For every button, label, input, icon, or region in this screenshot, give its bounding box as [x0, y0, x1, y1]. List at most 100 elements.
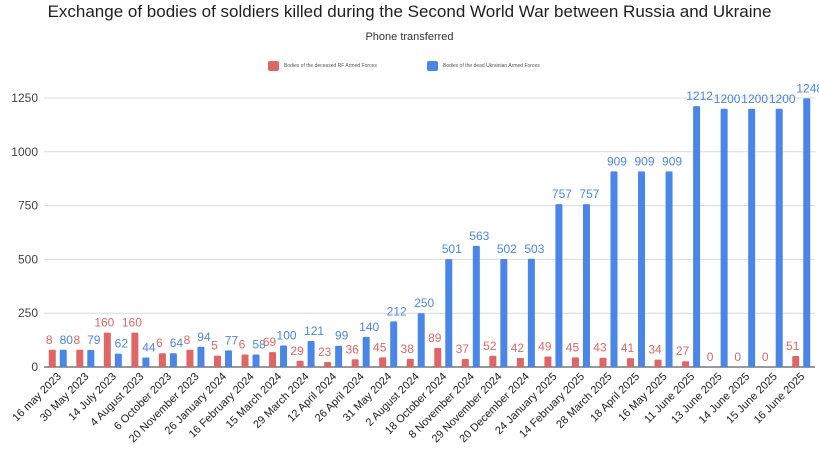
data-label-rf: 160 [94, 316, 114, 330]
bar-rf [76, 349, 84, 367]
bar-rf [379, 357, 387, 367]
bar-ua [665, 171, 673, 367]
bar-rf [131, 332, 139, 367]
data-label-rf: 52 [483, 339, 497, 353]
bar-ua [142, 357, 150, 367]
bar-rf [241, 354, 249, 367]
bar-rf [544, 356, 552, 367]
data-label-ua: 77 [225, 333, 239, 347]
chart-title: Exchange of bodies of soldiers killed du… [47, 2, 772, 21]
bar-ua [224, 350, 232, 367]
bar-ua [169, 353, 177, 367]
bar-ua [59, 349, 67, 367]
y-tick-label: 750 [18, 199, 38, 213]
bar-ua [417, 313, 425, 367]
data-label-ua: 140 [359, 320, 379, 334]
y-tick-label: 1250 [11, 91, 38, 105]
bar-rf [324, 362, 332, 367]
bar-ua [307, 340, 315, 367]
data-label-ua: 62 [115, 337, 129, 351]
data-label-ua: 909 [635, 154, 655, 168]
data-label-rf: 6 [239, 338, 246, 352]
data-label-rf: 42 [511, 341, 525, 355]
legend-swatch-rf [268, 61, 279, 71]
data-label-rf: 43 [593, 341, 607, 355]
bar-rf [158, 353, 166, 367]
bar-ua [87, 349, 95, 367]
bar-ua [803, 98, 811, 368]
data-label-rf: 0 [707, 350, 714, 364]
bar-ua [720, 108, 728, 367]
data-label-ua: 563 [469, 229, 489, 243]
data-label-ua: 501 [442, 242, 462, 256]
bar-rf [516, 357, 524, 367]
bar-ua [280, 345, 288, 367]
bar-ua [638, 171, 646, 367]
legend-label-ua: Bodies of the dead Ukrainian Armed Force… [443, 63, 540, 69]
bar-rf [571, 357, 579, 367]
data-label-ua: 909 [662, 154, 682, 168]
data-label-ua: 502 [497, 242, 517, 256]
bar-ua [748, 108, 756, 367]
data-label-ua: 64 [170, 336, 184, 350]
data-label-ua: 121 [304, 324, 324, 338]
data-label-ua: 212 [387, 304, 407, 318]
bar-ua [445, 259, 453, 367]
data-label-rf: 29 [290, 344, 304, 358]
bar-rf [434, 347, 442, 367]
data-label-ua: 1212 [686, 89, 713, 103]
legend-swatch-ua [427, 61, 438, 71]
bar-rf [213, 355, 221, 367]
bar-rf [489, 355, 497, 367]
data-label-ua: 757 [579, 187, 599, 201]
bar-ua [610, 171, 618, 367]
data-label-rf: 49 [538, 339, 552, 353]
data-label-rf: 0 [734, 350, 741, 364]
bar-ua [252, 354, 260, 367]
bar-rf [296, 360, 304, 367]
data-label-ua: 94 [197, 330, 211, 344]
data-label-ua: 99 [335, 329, 349, 343]
chart-subtitle: Phone transferred [365, 31, 454, 43]
y-tick-label: 500 [18, 252, 38, 266]
data-label-rf: 34 [648, 343, 662, 357]
data-label-ua: 100 [277, 328, 297, 342]
data-label-ua: 80 [60, 333, 74, 347]
bar-ua [500, 258, 508, 367]
bar-ua [335, 345, 343, 367]
data-label-rf: 69 [263, 335, 277, 349]
data-label-ua: 44 [142, 341, 156, 355]
y-tick-label: 250 [18, 306, 38, 320]
data-label-ua: 909 [607, 154, 627, 168]
bar-rf [269, 352, 277, 367]
data-label-rf: 8 [184, 333, 191, 347]
bar-rf [599, 357, 607, 367]
data-label-rf: 8 [46, 333, 53, 347]
bar-ua [197, 346, 205, 367]
data-label-ua: 58 [252, 338, 266, 352]
data-label-rf: 27 [676, 344, 690, 358]
data-label-ua: 503 [524, 242, 544, 256]
bar-ua [362, 336, 370, 367]
bar-ua [555, 204, 563, 367]
data-label-rf: 41 [621, 341, 635, 355]
data-label-ua: 1200 [714, 92, 741, 106]
bar-ua [472, 245, 480, 367]
bar-rf [406, 358, 414, 367]
bar-rf [654, 359, 662, 367]
data-label-rf: 6 [156, 336, 163, 350]
data-label-ua: 1248 [796, 81, 819, 95]
legend-item-rf: Bodies of the deceased RF Armed Forces [268, 61, 377, 71]
data-label-rf: 23 [318, 345, 332, 359]
legend-label-rf: Bodies of the deceased RF Armed Forces [284, 63, 377, 69]
y-tick-label: 0 [31, 360, 38, 374]
bar-rf [461, 359, 469, 367]
data-label-rf: 51 [786, 339, 800, 353]
bar-ua [582, 204, 590, 367]
bar-ua [527, 258, 535, 367]
y-tick-label: 1000 [11, 145, 38, 159]
data-label-rf: 45 [566, 340, 580, 354]
bar-ua [390, 321, 398, 367]
data-label-rf: 37 [456, 342, 470, 356]
